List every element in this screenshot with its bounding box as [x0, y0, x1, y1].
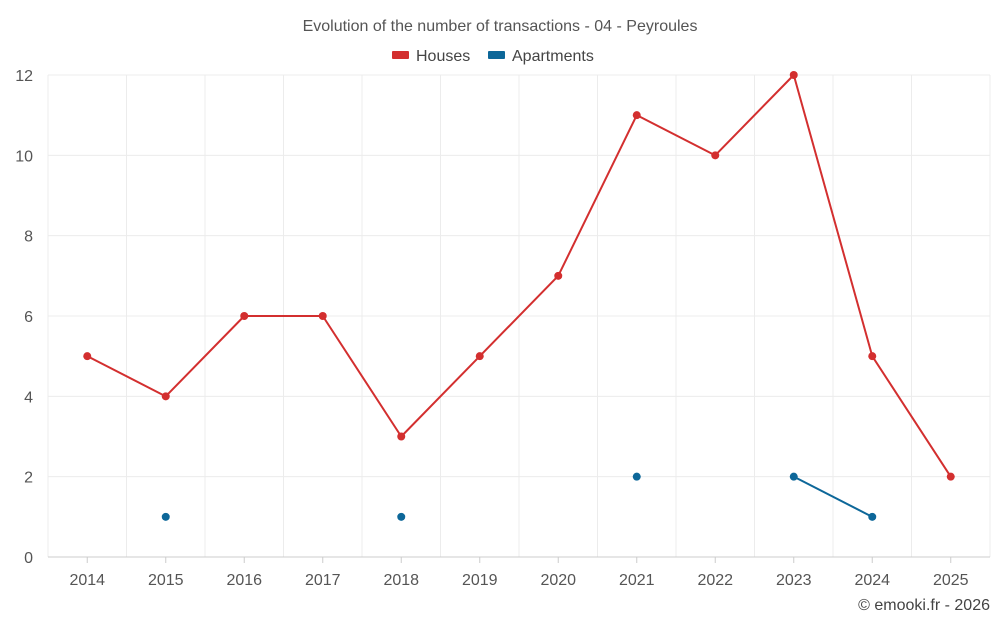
- x-tick-label: 2015: [148, 572, 184, 589]
- data-point-houses[interactable]: [397, 432, 406, 441]
- legend-swatch-apartments: [488, 51, 505, 59]
- x-tick-label: 2023: [776, 572, 812, 589]
- data-point-houses[interactable]: [946, 472, 955, 481]
- y-tick-label: 10: [15, 148, 33, 165]
- data-point-apartments[interactable]: [397, 512, 406, 521]
- x-tick-label: 2021: [619, 572, 655, 589]
- legend[interactable]: Houses Apartments: [392, 48, 594, 65]
- x-tick-label: 2019: [462, 572, 498, 589]
- x-tick-label: 2018: [383, 572, 419, 589]
- x-tick-label: 2020: [540, 572, 576, 589]
- legend-swatch-houses: [392, 51, 409, 59]
- series-line-apartments: [793, 475, 873, 518]
- y-tick-label: 0: [24, 550, 33, 567]
- data-point-houses[interactable]: [789, 71, 798, 79]
- grid: [47, 74, 991, 557]
- data-point-houses[interactable]: [240, 312, 249, 320]
- axes: 0 2 4 6 8 10 12 2014 2015 2016 2017 2018 2019 2020 202…: [15, 68, 990, 589]
- data-point-apartments[interactable]: [161, 512, 170, 521]
- y-tick-label: 2: [24, 470, 33, 487]
- data-point-houses[interactable]: [161, 392, 170, 401]
- x-tick-label: 2025: [933, 572, 969, 589]
- data-point-houses[interactable]: [711, 151, 720, 160]
- series-line-houses: [86, 74, 952, 478]
- data-point-houses[interactable]: [632, 111, 641, 120]
- y-tick-label: 12: [15, 68, 33, 85]
- data-point-houses[interactable]: [318, 312, 327, 320]
- series-apartments: [161, 472, 877, 521]
- data-point-apartments[interactable]: [868, 512, 877, 521]
- legend-label-houses[interactable]: Houses: [416, 48, 470, 65]
- series: [83, 71, 955, 521]
- data-point-apartments[interactable]: [632, 472, 641, 481]
- data-point-houses[interactable]: [83, 352, 92, 361]
- x-tick-label: 2017: [305, 572, 341, 589]
- y-tick-label: 4: [24, 389, 33, 406]
- chart-title: Evolution of the number of transactions …: [303, 18, 698, 35]
- data-point-houses[interactable]: [554, 271, 563, 280]
- x-tick-label: 2016: [226, 572, 262, 589]
- credit-text: © emooki.fr - 2026: [858, 597, 990, 614]
- x-tick-label: 2024: [854, 572, 890, 589]
- legend-label-apartments[interactable]: Apartments: [512, 48, 594, 65]
- y-tick-label: 8: [24, 229, 33, 246]
- data-point-houses[interactable]: [868, 352, 877, 361]
- y-tick-label: 6: [24, 309, 33, 326]
- x-tick-label: 2022: [697, 572, 733, 589]
- series-houses: [83, 71, 955, 481]
- x-tick-label: 2014: [69, 572, 105, 589]
- data-point-houses[interactable]: [475, 352, 484, 361]
- data-point-apartments[interactable]: [789, 472, 798, 481]
